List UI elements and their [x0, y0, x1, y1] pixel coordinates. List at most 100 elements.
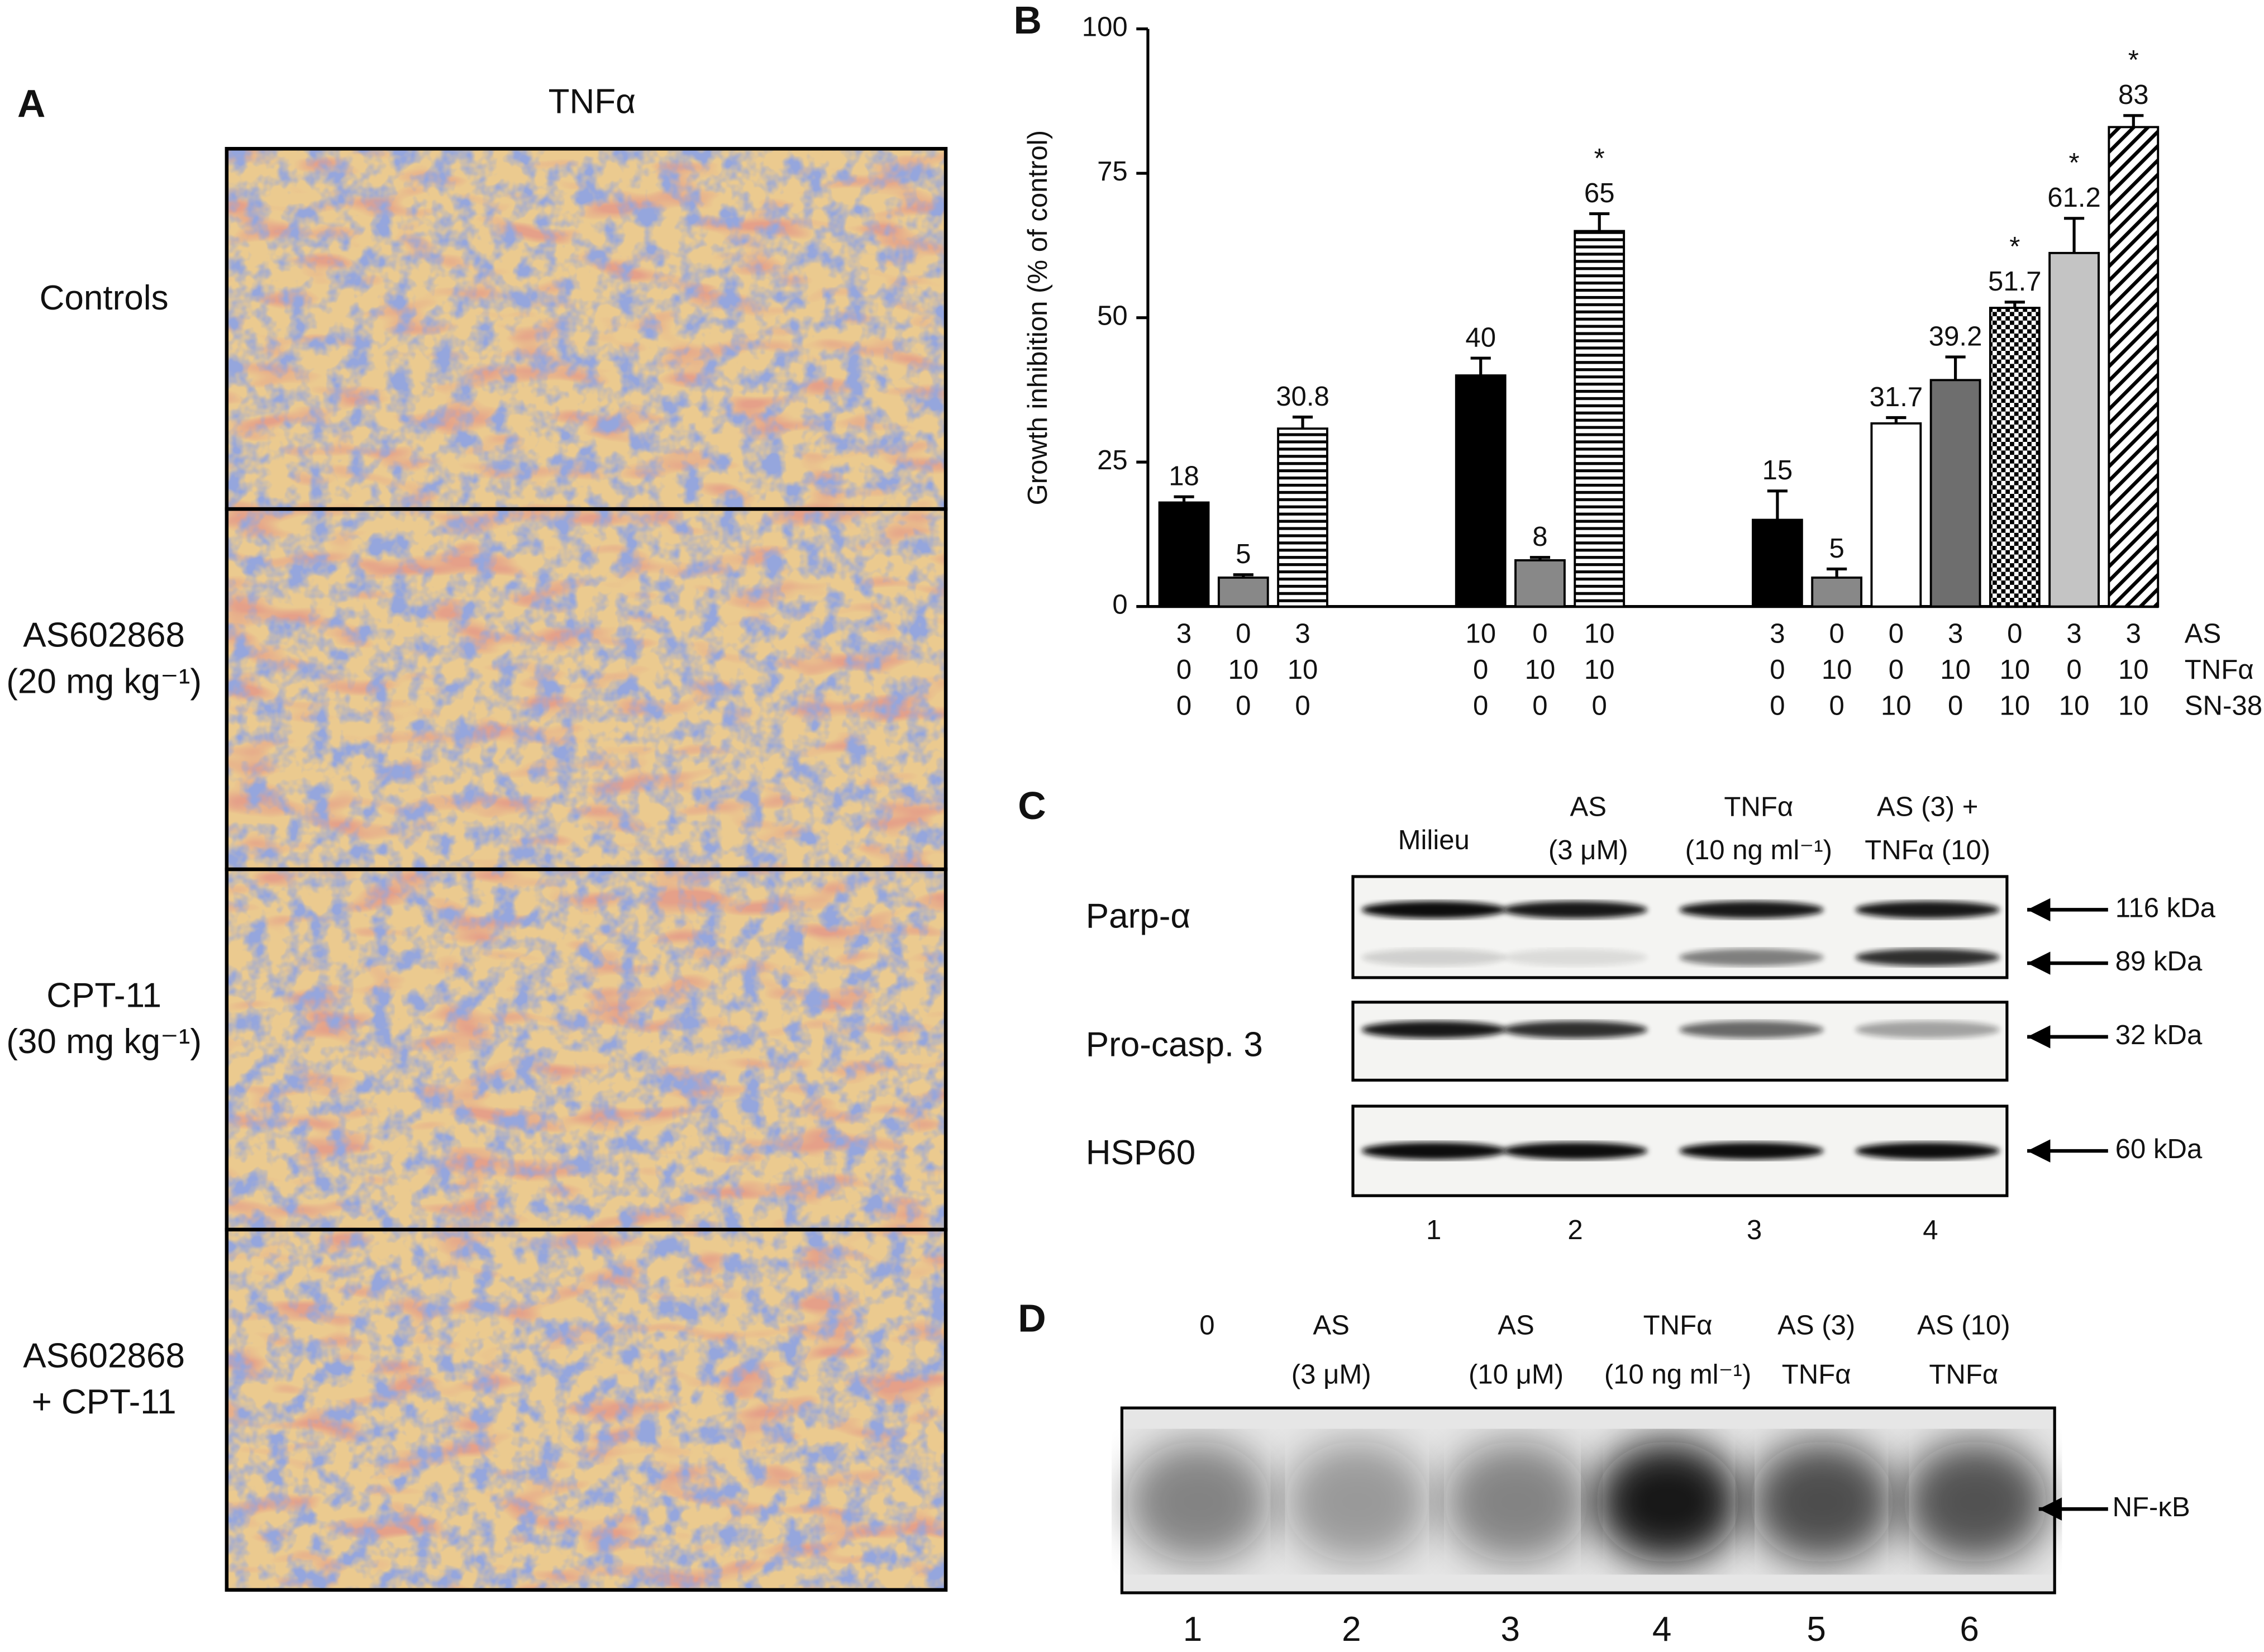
- bar: [1870, 422, 1922, 608]
- band: [1855, 901, 2000, 918]
- condition-value: 10: [1228, 655, 1259, 685]
- value-label: 18: [1169, 461, 1199, 492]
- histology-blue: [226, 509, 946, 870]
- lane-header: Milieu: [1398, 825, 1470, 855]
- bar: [1514, 559, 1566, 608]
- condition-value: 3: [2066, 618, 2081, 649]
- marker-label: 32 kDa: [2115, 1020, 2203, 1050]
- error-bar: [1529, 556, 1551, 560]
- condition-value: 3: [1948, 618, 1963, 649]
- lane-number: 5: [1807, 1610, 1826, 1649]
- histology-blue: [226, 149, 946, 510]
- value-label: 5: [1829, 534, 1844, 564]
- significance-mark: *: [2009, 232, 2020, 262]
- condition-value: 10: [2118, 691, 2149, 721]
- condition-value: 10: [1940, 655, 1971, 685]
- value-label: 51.7: [1988, 266, 2042, 297]
- arrow-head: [2027, 898, 2051, 922]
- value-label: 15: [1762, 455, 1793, 485]
- row-label: CPT-11: [46, 976, 161, 1015]
- condition-value: 10: [1465, 618, 1496, 649]
- band: [1361, 949, 1506, 967]
- value-label: 40: [1465, 322, 1496, 353]
- panel-label: B: [1014, 0, 1042, 42]
- condition-value: 0: [1532, 618, 1547, 649]
- lane-number: 3: [1747, 1215, 1762, 1245]
- lane-header: TNFα: [1724, 792, 1793, 822]
- condition-value: 0: [1236, 691, 1251, 721]
- condition-value: 0: [1473, 691, 1488, 721]
- error-bar: [1174, 495, 1194, 503]
- image-border: [225, 1227, 948, 1592]
- row-label: Parp-α: [1086, 897, 1191, 935]
- value-label: 30.8: [1276, 382, 1329, 412]
- panel-label: C: [1018, 784, 1046, 827]
- panel-label: D: [1018, 1297, 1046, 1340]
- lane-header: (10 ng ml⁻¹): [1604, 1359, 1751, 1389]
- condition-value: 0: [1829, 618, 1844, 649]
- lane-number: 1: [1183, 1610, 1203, 1649]
- condition-value: 10: [2000, 655, 2031, 685]
- band: [1361, 901, 1506, 918]
- lane-number: 6: [1960, 1610, 1979, 1649]
- error-bar: [2063, 217, 2085, 253]
- error-bar: [2004, 301, 2025, 308]
- condition-value: 3: [1176, 618, 1191, 649]
- band: [1503, 949, 1648, 967]
- condition-value: 10: [1584, 618, 1615, 649]
- value-label: 5: [1236, 539, 1251, 569]
- histology-blue: [226, 1229, 946, 1590]
- error-bar: [1233, 573, 1253, 578]
- band: [1503, 901, 1648, 918]
- band: [1595, 1441, 1740, 1563]
- condition-value: 0: [1770, 655, 1785, 685]
- error-bar: [1292, 415, 1313, 429]
- lane-header: AS (3) +: [1877, 792, 1979, 822]
- bar: [1929, 379, 1981, 608]
- band: [1503, 1142, 1648, 1160]
- condition-value: 3: [2126, 618, 2141, 649]
- bar: [2108, 126, 2160, 608]
- band: [1750, 1441, 1895, 1563]
- column-header: TNFα: [549, 82, 636, 121]
- lane-number: 3: [1500, 1610, 1520, 1649]
- band: [1679, 1142, 1824, 1160]
- condition-name: SN-38: [2185, 691, 2262, 721]
- lane-header: AS: [1313, 1310, 1350, 1340]
- band: [1855, 949, 2000, 967]
- row-label: HSP60: [1086, 1134, 1196, 1172]
- condition-value: 3: [1770, 618, 1785, 649]
- bar: [1989, 307, 2041, 608]
- band: [1126, 1441, 1271, 1563]
- lane-number: 4: [1923, 1215, 1938, 1245]
- row-label: AS602868: [23, 616, 185, 655]
- condition-value: 0: [2007, 618, 2022, 649]
- row-label: (20 mg kg⁻¹): [6, 662, 202, 701]
- lane-header: AS: [1570, 792, 1607, 822]
- significance-mark: *: [2069, 148, 2080, 178]
- bar: [1752, 518, 1803, 608]
- arrow-head: [2027, 1025, 2051, 1049]
- y-tick-label: 75: [1097, 156, 1128, 187]
- band: [1855, 1142, 2000, 1160]
- condition-value: 10: [1822, 655, 1852, 685]
- y-tick-label: 50: [1097, 301, 1128, 331]
- blot: [1351, 1001, 2009, 1082]
- condition-value: 0: [2066, 655, 2081, 685]
- condition-value: 0: [1176, 655, 1191, 685]
- lane-header: TNFα (10): [1865, 835, 1990, 865]
- arrow-head: [2038, 1497, 2062, 1521]
- condition-value: 10: [2000, 691, 2031, 721]
- error-bar: [1470, 356, 1491, 376]
- band: [1903, 1441, 2048, 1563]
- bar: [1574, 230, 1626, 608]
- lane-header: AS (10): [1917, 1310, 2010, 1340]
- error-bar: [1827, 567, 1847, 578]
- band: [1679, 901, 1824, 918]
- band: [1855, 1021, 2000, 1039]
- lane-header: 0: [1199, 1310, 1214, 1340]
- error-bar: [1589, 212, 1610, 231]
- lane-number: 2: [1342, 1610, 1361, 1649]
